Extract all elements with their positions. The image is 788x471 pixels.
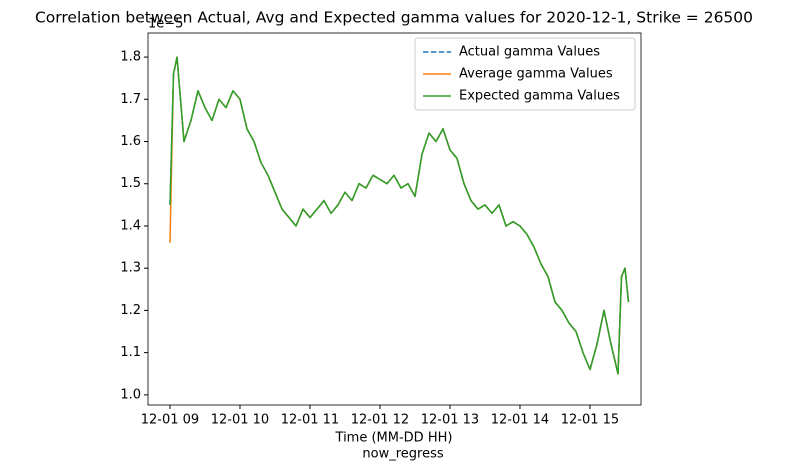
y-tick-label: 1.2	[120, 303, 141, 318]
y-tick-label: 1.6	[120, 134, 141, 149]
chart-title: Correlation between Actual, Avg and Expe…	[35, 9, 753, 27]
y-offset-label: 1e−5	[148, 17, 183, 32]
x-axis-sublabel: now_regress	[362, 447, 443, 462]
x-tick-label: 12-01 15	[561, 413, 619, 428]
x-tick-label: 12-01 10	[211, 413, 269, 428]
y-tick-label: 1.4	[120, 218, 141, 233]
y-tick-label: 1.7	[120, 92, 141, 107]
legend-label: Average gamma Values	[459, 67, 613, 82]
y-tick-label: 1.0	[120, 387, 141, 402]
y-tick-label: 1.3	[120, 261, 141, 276]
x-tick-label: 12-01 12	[351, 413, 409, 428]
y-tick-label: 1.1	[120, 345, 141, 360]
x-tick-label: 12-01 13	[421, 413, 479, 428]
legend-box	[414, 37, 636, 111]
legend-label: Actual gamma Values	[459, 45, 600, 60]
x-tick-label: 12-01 14	[491, 413, 549, 428]
y-tick-label: 1.8	[120, 50, 141, 65]
x-tick-label: 12-01 11	[281, 413, 339, 428]
x-tick-label: 12-01 09	[141, 413, 199, 428]
x-axis-label: Time (MM-DD HH)	[335, 431, 453, 446]
plot-frame	[147, 32, 642, 406]
legend-label: Expected gamma Values	[459, 89, 620, 104]
y-tick-label: 1.5	[120, 176, 141, 191]
series-line	[169, 56, 630, 375]
